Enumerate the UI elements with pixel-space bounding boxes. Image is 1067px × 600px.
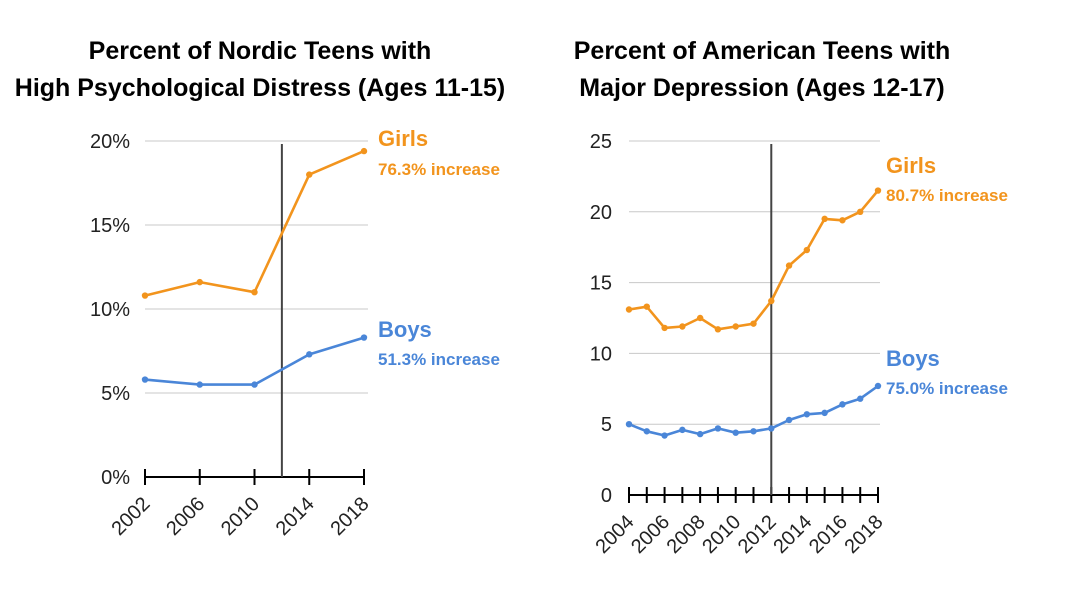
x-tick-label: 2006 (627, 511, 674, 558)
data-point-boys (732, 429, 739, 436)
data-point-girls (714, 326, 722, 333)
data-point-boys (839, 401, 846, 408)
y-tick-label: 10% (90, 299, 130, 321)
data-point-boys (821, 409, 828, 417)
series-label-girls: Girls (886, 153, 936, 178)
series-label-boys: Boys (886, 346, 940, 371)
chart-title-line-1: Percent of Nordic Teens with (89, 37, 432, 65)
x-tick-label: 2004 (592, 511, 639, 558)
data-point-boys (306, 351, 313, 358)
data-point-girls (821, 215, 828, 223)
series-increase-label-boys: 75.0% increase (886, 379, 1008, 398)
series-increase-label-girls: 76.3% increase (378, 160, 500, 179)
x-tick-label: 2008 (663, 511, 710, 558)
series-line-girls (143, 149, 366, 297)
data-point-boys (768, 425, 775, 432)
y-tick-label: 10 (590, 343, 612, 365)
data-point-boys (679, 426, 686, 434)
data-point-girls (839, 217, 846, 224)
data-point-boys (696, 430, 704, 438)
american-teens-chart: Percent of American Teens with Major Dep… (574, 37, 1008, 558)
series-label-boys: Boys (378, 317, 432, 342)
data-point-girls (803, 246, 811, 254)
data-point-girls (696, 314, 704, 322)
data-point-boys (251, 381, 258, 388)
y-tick-label: 5% (101, 383, 130, 405)
data-point-girls (874, 187, 882, 194)
x-tick-label: 2014 (769, 511, 816, 558)
x-tick-label: 2012 (734, 511, 781, 558)
x-tick-label: 2006 (162, 493, 209, 540)
data-point-boys (714, 425, 722, 432)
series-line-boys (627, 384, 880, 437)
data-point-boys (750, 428, 757, 435)
data-point-girls (857, 208, 864, 215)
data-point-boys (874, 382, 882, 390)
y-tick-label: 20 (590, 202, 612, 224)
y-tick-label: 0 (601, 485, 612, 507)
data-point-girls (643, 303, 650, 310)
series-increase-label-boys: 51.3% increase (378, 350, 500, 369)
data-point-girls (196, 278, 203, 286)
x-tick-label: 2014 (272, 493, 319, 540)
data-point-girls (750, 320, 757, 327)
data-point-girls (360, 147, 368, 155)
data-point-girls (306, 171, 313, 178)
data-point-girls (768, 297, 775, 305)
x-tick-label: 2002 (108, 493, 155, 540)
data-point-boys (785, 416, 793, 424)
series-label-girls: Girls (378, 126, 428, 151)
data-point-boys (643, 428, 650, 435)
y-tick-label: 15% (90, 215, 130, 237)
chart-title-line-1: Percent of American Teens with (574, 37, 951, 65)
y-tick-label: 15 (590, 273, 612, 295)
data-point-boys (857, 395, 864, 402)
data-point-boys (661, 432, 668, 439)
x-tick-label: 2018 (327, 493, 374, 540)
x-tick-label: 2016 (805, 511, 852, 558)
y-tick-label: 0% (101, 467, 130, 489)
x-tick-label: 2010 (698, 511, 745, 558)
data-point-girls (251, 289, 258, 296)
y-tick-label: 20% (90, 131, 130, 153)
chart-title-line-2: Major Depression (Ages 12-17) (579, 74, 944, 102)
x-tick-label: 2018 (841, 511, 888, 558)
series-line-boys (143, 336, 366, 386)
x-tick-label: 2010 (217, 493, 264, 540)
data-point-girls (785, 262, 793, 269)
y-tick-label: 5 (601, 414, 612, 436)
series-increase-label-girls: 80.7% increase (886, 186, 1008, 205)
data-point-girls (679, 323, 686, 330)
chart-title-line-2: High Psychological Distress (Ages 11-15) (15, 74, 505, 102)
data-point-girls (661, 324, 668, 332)
data-point-boys (625, 421, 633, 428)
data-point-girls (732, 323, 739, 330)
data-point-girls (141, 292, 149, 299)
y-tick-label: 25 (590, 131, 612, 153)
data-point-girls (625, 306, 633, 313)
data-point-boys (141, 376, 149, 383)
nordic-teens-chart: Percent of Nordic Teens with High Psycho… (15, 37, 505, 540)
data-point-boys (196, 381, 203, 388)
data-point-boys (803, 411, 811, 418)
data-point-boys (360, 334, 368, 341)
